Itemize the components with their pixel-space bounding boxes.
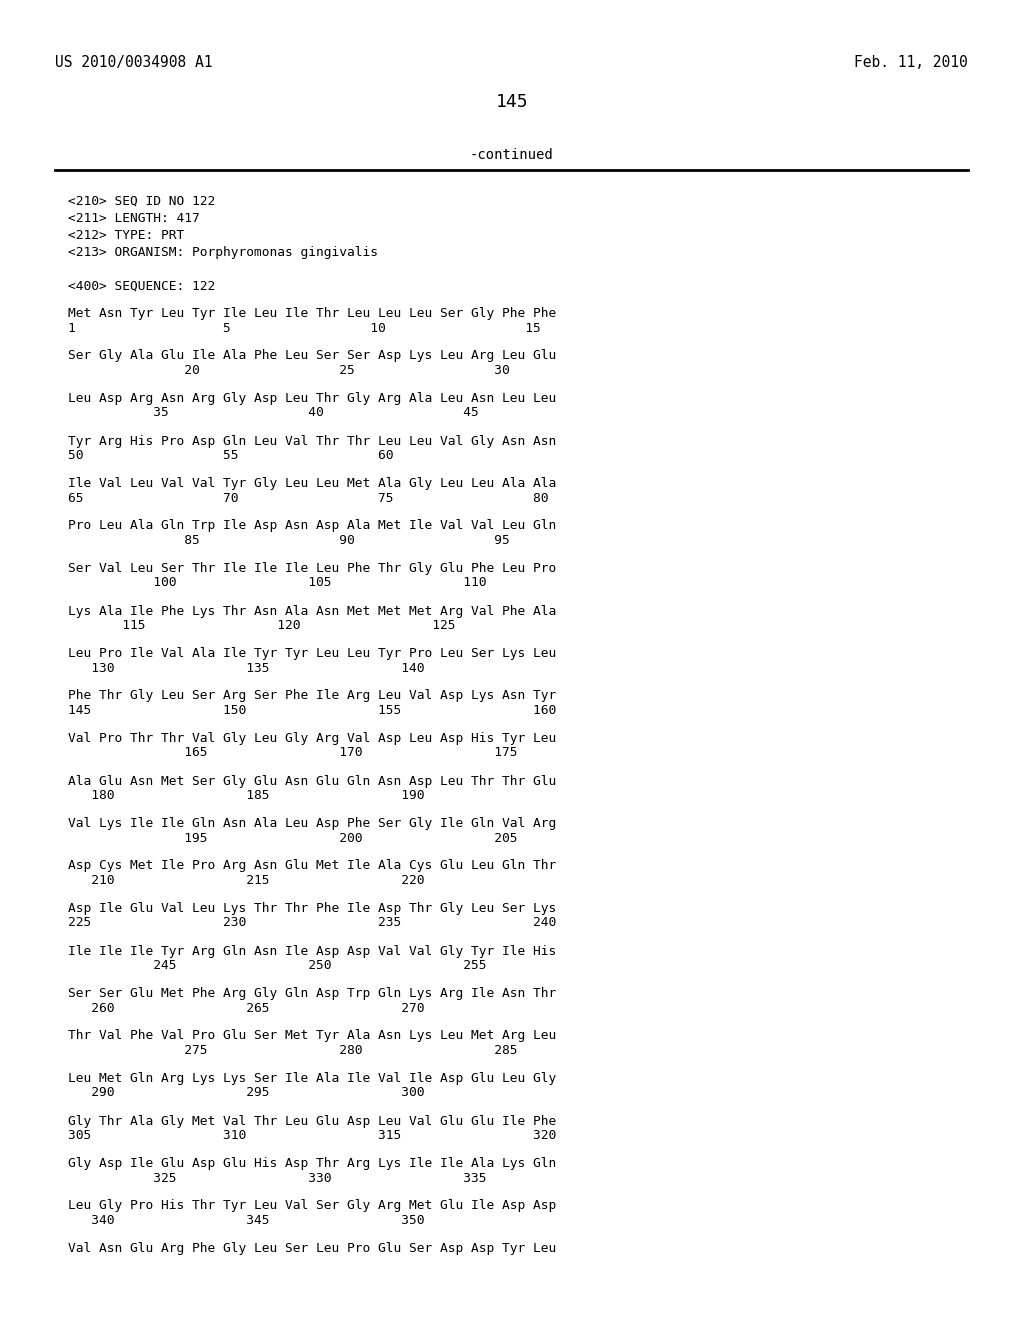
- Text: Leu Gly Pro His Thr Tyr Leu Val Ser Gly Arg Met Glu Ile Asp Asp: Leu Gly Pro His Thr Tyr Leu Val Ser Gly …: [68, 1200, 556, 1213]
- Text: Ser Gly Ala Glu Ile Ala Phe Leu Ser Ser Asp Lys Leu Arg Leu Glu: Ser Gly Ala Glu Ile Ala Phe Leu Ser Ser …: [68, 350, 556, 363]
- Text: 340                 345                 350: 340 345 350: [68, 1214, 425, 1228]
- Text: Asp Ile Glu Val Leu Lys Thr Thr Phe Ile Asp Thr Gly Leu Ser Lys: Asp Ile Glu Val Leu Lys Thr Thr Phe Ile …: [68, 902, 556, 915]
- Text: 145                 150                 155                 160: 145 150 155 160: [68, 704, 556, 717]
- Text: Tyr Arg His Pro Asp Gln Leu Val Thr Thr Leu Leu Val Gly Asn Asn: Tyr Arg His Pro Asp Gln Leu Val Thr Thr …: [68, 434, 556, 447]
- Text: Val Pro Thr Thr Val Gly Leu Gly Arg Val Asp Leu Asp His Tyr Leu: Val Pro Thr Thr Val Gly Leu Gly Arg Val …: [68, 733, 556, 744]
- Text: Ser Ser Glu Met Phe Arg Gly Gln Asp Trp Gln Lys Arg Ile Asn Thr: Ser Ser Glu Met Phe Arg Gly Gln Asp Trp …: [68, 987, 556, 1001]
- Text: <211> LENGTH: 417: <211> LENGTH: 417: [68, 213, 200, 224]
- Text: US 2010/0034908 A1: US 2010/0034908 A1: [55, 55, 213, 70]
- Text: 290                 295                 300: 290 295 300: [68, 1086, 425, 1100]
- Text: Gly Thr Ala Gly Met Val Thr Leu Glu Asp Leu Val Glu Glu Ile Phe: Gly Thr Ala Gly Met Val Thr Leu Glu Asp …: [68, 1114, 556, 1127]
- Text: <212> TYPE: PRT: <212> TYPE: PRT: [68, 228, 184, 242]
- Text: Ile Val Leu Val Val Tyr Gly Leu Leu Met Ala Gly Leu Leu Ala Ala: Ile Val Leu Val Val Tyr Gly Leu Leu Met …: [68, 477, 556, 490]
- Text: Feb. 11, 2010: Feb. 11, 2010: [854, 55, 968, 70]
- Text: Phe Thr Gly Leu Ser Arg Ser Phe Ile Arg Leu Val Asp Lys Asn Tyr: Phe Thr Gly Leu Ser Arg Ser Phe Ile Arg …: [68, 689, 556, 702]
- Text: Met Asn Tyr Leu Tyr Ile Leu Ile Thr Leu Leu Leu Ser Gly Phe Phe: Met Asn Tyr Leu Tyr Ile Leu Ile Thr Leu …: [68, 308, 556, 319]
- Text: -continued: -continued: [470, 148, 554, 162]
- Text: 145: 145: [496, 92, 528, 111]
- Text: Ser Val Leu Ser Thr Ile Ile Ile Leu Phe Thr Gly Glu Phe Leu Pro: Ser Val Leu Ser Thr Ile Ile Ile Leu Phe …: [68, 562, 556, 576]
- Text: Ala Glu Asn Met Ser Gly Glu Asn Glu Gln Asn Asp Leu Thr Thr Glu: Ala Glu Asn Met Ser Gly Glu Asn Glu Gln …: [68, 775, 556, 788]
- Text: 35                  40                  45: 35 40 45: [68, 407, 479, 420]
- Text: 305                 310                 315                 320: 305 310 315 320: [68, 1129, 556, 1142]
- Text: 100                 105                 110: 100 105 110: [68, 577, 486, 590]
- Text: 85                  90                  95: 85 90 95: [68, 535, 510, 546]
- Text: Asp Cys Met Ile Pro Arg Asn Glu Met Ile Ala Cys Glu Leu Gln Thr: Asp Cys Met Ile Pro Arg Asn Glu Met Ile …: [68, 859, 556, 873]
- Text: <213> ORGANISM: Porphyromonas gingivalis: <213> ORGANISM: Porphyromonas gingivalis: [68, 246, 378, 259]
- Text: 260                 265                 270: 260 265 270: [68, 1002, 425, 1015]
- Text: 115                 120                 125: 115 120 125: [68, 619, 456, 632]
- Text: Thr Val Phe Val Pro Glu Ser Met Tyr Ala Asn Lys Leu Met Arg Leu: Thr Val Phe Val Pro Glu Ser Met Tyr Ala …: [68, 1030, 556, 1043]
- Text: Leu Asp Arg Asn Arg Gly Asp Leu Thr Gly Arg Ala Leu Asn Leu Leu: Leu Asp Arg Asn Arg Gly Asp Leu Thr Gly …: [68, 392, 556, 405]
- Text: 130                 135                 140: 130 135 140: [68, 661, 425, 675]
- Text: Lys Ala Ile Phe Lys Thr Asn Ala Asn Met Met Met Arg Val Phe Ala: Lys Ala Ile Phe Lys Thr Asn Ala Asn Met …: [68, 605, 556, 618]
- Text: 325                 330                 335: 325 330 335: [68, 1172, 486, 1184]
- Text: Leu Pro Ile Val Ala Ile Tyr Tyr Leu Leu Tyr Pro Leu Ser Lys Leu: Leu Pro Ile Val Ala Ile Tyr Tyr Leu Leu …: [68, 647, 556, 660]
- Text: Gly Asp Ile Glu Asp Glu His Asp Thr Arg Lys Ile Ile Ala Lys Gln: Gly Asp Ile Glu Asp Glu His Asp Thr Arg …: [68, 1158, 556, 1170]
- Text: 180                 185                 190: 180 185 190: [68, 789, 425, 803]
- Text: 50                  55                  60: 50 55 60: [68, 449, 393, 462]
- Text: 225                 230                 235                 240: 225 230 235 240: [68, 916, 556, 929]
- Text: 195                 200                 205: 195 200 205: [68, 832, 517, 845]
- Text: 245                 250                 255: 245 250 255: [68, 960, 486, 972]
- Text: Val Lys Ile Ile Gln Asn Ala Leu Asp Phe Ser Gly Ile Gln Val Arg: Val Lys Ile Ile Gln Asn Ala Leu Asp Phe …: [68, 817, 556, 830]
- Text: <400> SEQUENCE: 122: <400> SEQUENCE: 122: [68, 280, 215, 293]
- Text: Ile Ile Ile Tyr Arg Gln Asn Ile Asp Asp Val Val Gly Tyr Ile His: Ile Ile Ile Tyr Arg Gln Asn Ile Asp Asp …: [68, 945, 556, 957]
- Text: 275                 280                 285: 275 280 285: [68, 1044, 517, 1057]
- Text: 1                   5                  10                  15: 1 5 10 15: [68, 322, 541, 334]
- Text: Pro Leu Ala Gln Trp Ile Asp Asn Asp Ala Met Ile Val Val Leu Gln: Pro Leu Ala Gln Trp Ile Asp Asn Asp Ala …: [68, 520, 556, 532]
- Text: Val Asn Glu Arg Phe Gly Leu Ser Leu Pro Glu Ser Asp Asp Tyr Leu: Val Asn Glu Arg Phe Gly Leu Ser Leu Pro …: [68, 1242, 556, 1255]
- Text: 165                 170                 175: 165 170 175: [68, 747, 517, 759]
- Text: 65                  70                  75                  80: 65 70 75 80: [68, 491, 549, 504]
- Text: 210                 215                 220: 210 215 220: [68, 874, 425, 887]
- Text: Leu Met Gln Arg Lys Lys Ser Ile Ala Ile Val Ile Asp Glu Leu Gly: Leu Met Gln Arg Lys Lys Ser Ile Ala Ile …: [68, 1072, 556, 1085]
- Text: <210> SEQ ID NO 122: <210> SEQ ID NO 122: [68, 195, 215, 209]
- Text: 20                  25                  30: 20 25 30: [68, 364, 510, 378]
